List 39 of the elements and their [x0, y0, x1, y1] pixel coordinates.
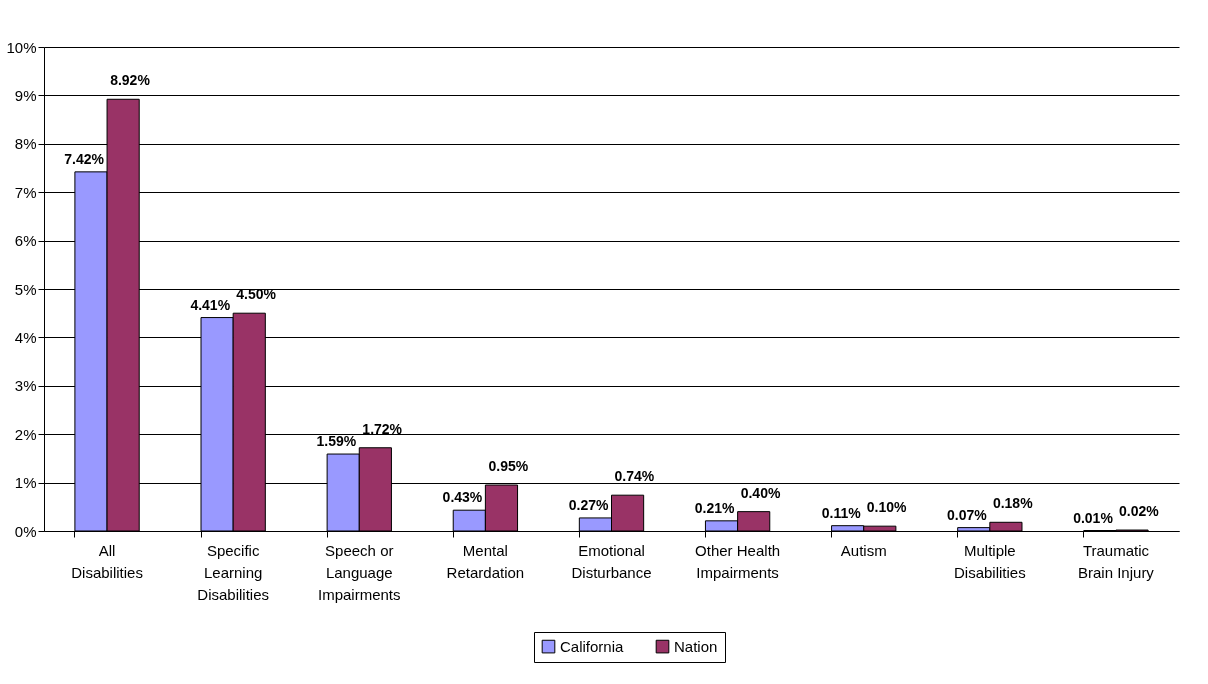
- x-tick-label: Other Health Impairments: [695, 541, 781, 581]
- x-tick-label: Speech or Language Impairments: [318, 541, 401, 603]
- y-tick-label: 5%: [14, 280, 37, 298]
- data-label: 0.95%: [488, 458, 529, 475]
- x-tick-label: Specific Learning Disabilities: [197, 541, 270, 603]
- data-label: 1.72%: [362, 420, 403, 437]
- y-tick-label: 6%: [14, 232, 37, 250]
- y-tick-label: 4%: [14, 328, 37, 346]
- y-tick-label: 2%: [14, 425, 37, 443]
- data-label: 0.10%: [866, 499, 908, 516]
- legend-label: California: [560, 637, 625, 655]
- data-label: 0.18%: [992, 495, 1034, 512]
- x-tick-label: Emotional Disturbance: [571, 541, 652, 581]
- y-tick-label: 9%: [14, 86, 37, 104]
- data-label: 4.41%: [190, 296, 231, 313]
- data-label: 7.42%: [64, 150, 105, 167]
- data-label: 0.07%: [947, 506, 988, 523]
- y-tick-label: 8%: [14, 135, 37, 153]
- y-tick-label: 0%: [14, 522, 37, 540]
- y-tick-label: 1%: [14, 474, 37, 492]
- data-label: 0.11%: [821, 504, 862, 521]
- x-tick-label: Traumatic Brain Injury: [1078, 541, 1155, 581]
- x-tick-label: Autism: [840, 541, 887, 559]
- x-tick-label: Mental Retardation: [446, 541, 525, 581]
- data-label: 0.74%: [614, 468, 655, 485]
- data-label: 0.02%: [1119, 503, 1160, 520]
- data-label: 8.92%: [110, 72, 151, 89]
- y-tick-label: 3%: [14, 377, 37, 395]
- data-label: 0.27%: [568, 496, 609, 513]
- data-label: 0.21%: [694, 499, 736, 516]
- legend-label: Nation: [674, 637, 718, 655]
- data-label: 1.59%: [316, 433, 357, 450]
- y-tick-label: 7%: [14, 183, 37, 201]
- y-tick-label: 10%: [6, 38, 37, 56]
- data-label: 0.01%: [1073, 509, 1114, 526]
- x-tick-label: Multiple Disabilities: [953, 541, 1026, 581]
- data-label: 0.40%: [740, 484, 781, 501]
- data-label: 0.43%: [442, 489, 483, 506]
- x-tick-label: All Disabilities: [71, 541, 143, 581]
